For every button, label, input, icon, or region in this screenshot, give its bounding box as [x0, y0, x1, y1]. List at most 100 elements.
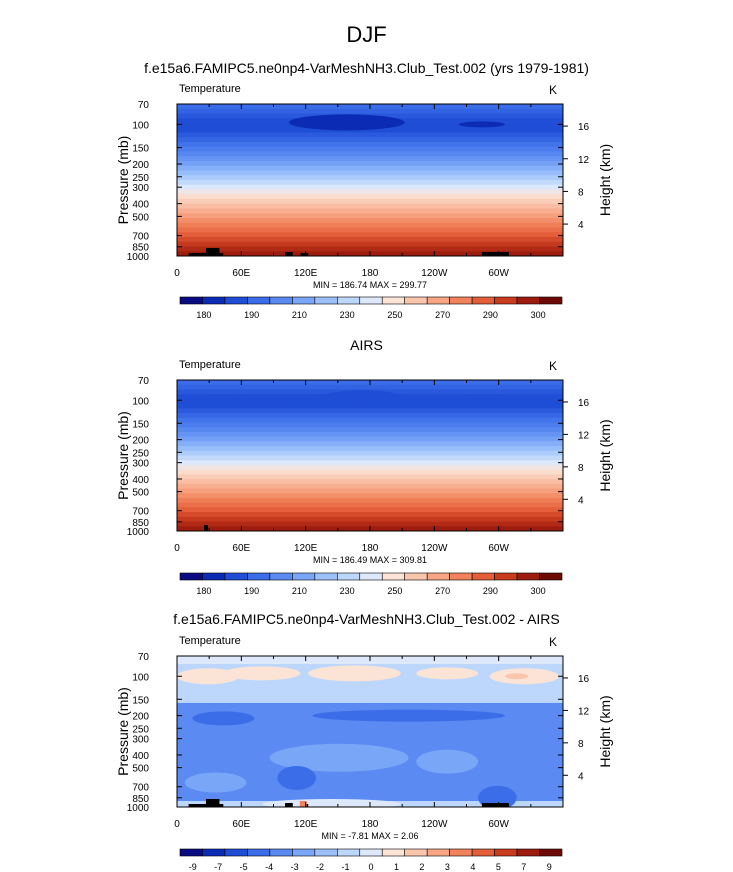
- topography: [481, 803, 509, 807]
- y-tick-label: 250: [132, 724, 149, 735]
- colorbar-swatch: [516, 572, 540, 581]
- topography: [205, 248, 220, 256]
- colorbar-swatch: [314, 848, 338, 857]
- colorbar-label: -7: [214, 862, 222, 872]
- cold-core: [288, 114, 405, 131]
- height-tick-label: 16: [578, 674, 590, 685]
- x-tick-label: 120E: [294, 819, 318, 830]
- contour-band: [177, 521, 563, 528]
- cold-core: [458, 121, 506, 128]
- colorbar-swatch: [449, 572, 473, 581]
- x-tick-label: 120E: [294, 543, 318, 554]
- colorbar-swatch: [381, 572, 406, 581]
- colorbar-label: 7: [521, 862, 526, 872]
- colorbar-swatch: [494, 572, 518, 581]
- contour-band: [177, 483, 563, 490]
- contour-band: [177, 403, 563, 410]
- min-max-stats: MIN = -7.81 MAX = 2.06: [321, 831, 418, 841]
- x-tick-label: 180: [362, 268, 379, 279]
- contour-band: [177, 493, 563, 499]
- colorbar-swatch: [224, 296, 248, 305]
- colorbar-swatch: [471, 296, 495, 305]
- contour-band: [177, 175, 563, 181]
- warm-anomaly: [308, 665, 401, 682]
- contour-band: [177, 427, 563, 433]
- contour-band: [177, 246, 563, 253]
- colorbar-label: -9: [189, 862, 197, 872]
- colorbar-swatch: [516, 848, 540, 857]
- colorbar-swatch: [426, 848, 450, 857]
- colorbar-label: 210: [292, 586, 307, 596]
- contour-band: [177, 156, 563, 162]
- units-label: K: [549, 635, 557, 649]
- colorbar-label: 250: [387, 310, 402, 320]
- height-tick-label: 8: [578, 739, 584, 750]
- x-tick-label: 60E: [232, 819, 250, 830]
- colorbar-label: 290: [483, 586, 498, 596]
- height-tick-label: 12: [578, 430, 590, 441]
- panel-2-title: AIRS: [350, 337, 383, 353]
- colorbar-swatch: [247, 572, 271, 581]
- min-max-stats: MIN = 186.74 MAX = 299.77: [313, 280, 427, 290]
- topography: [285, 252, 293, 256]
- colorbar-swatch: [539, 848, 563, 857]
- height-tick-label: 8: [578, 187, 584, 198]
- y-axis-label: Pressure (mb): [115, 687, 131, 776]
- colorbar-swatch: [179, 572, 203, 581]
- main-title: DJF: [346, 22, 387, 47]
- x-tick-label: 60W: [488, 543, 509, 554]
- panel-2: Temperature K7010015020025030040050070085…: [115, 359, 613, 596]
- colorbar-label: 5: [496, 862, 501, 872]
- colorbar-swatch: [516, 296, 540, 305]
- y-tick-label: 400: [132, 751, 149, 762]
- y-tick-label: 70: [138, 652, 150, 663]
- contour-band: [177, 108, 563, 115]
- contour-band: [177, 127, 563, 134]
- y-tick-label: 150: [132, 419, 149, 430]
- height-axis: 4 8 12 16: [563, 398, 590, 506]
- height-tick-label: 4: [578, 771, 584, 782]
- colorbar-swatch: [179, 296, 203, 305]
- contour-band: [177, 241, 563, 248]
- y-tick-label: 300: [132, 735, 149, 746]
- contour-band: [177, 199, 563, 205]
- contour-band: [177, 502, 563, 509]
- x-tick-label: 180: [362, 819, 379, 830]
- contour-band: [177, 516, 563, 523]
- min-max-stats: MIN = 186.49 MAX = 309.81: [313, 555, 427, 565]
- contour-band: [177, 170, 563, 177]
- colorbar: -9 -7 -5 -4 -3 -2 -1 0 1 2 3 4 5 7 9: [179, 848, 563, 872]
- cold-core: [458, 397, 506, 404]
- warm-anomaly: [223, 666, 301, 681]
- panel-3: Temperature K7010015020025030040050070085…: [115, 635, 613, 872]
- height-tick-label: 12: [578, 706, 590, 717]
- x-tick-label: 0: [174, 543, 180, 554]
- colorbar-label: 270: [435, 586, 450, 596]
- contour-band: [177, 422, 563, 429]
- field-label: Temperature: [179, 635, 241, 647]
- contour-band: [177, 431, 563, 438]
- cold-anomaly: [192, 711, 255, 726]
- contour-band: [177, 417, 563, 424]
- colorbar-label: 4: [470, 862, 475, 872]
- y-tick-label: 400: [132, 200, 149, 211]
- x-tick-label: 60W: [488, 268, 509, 279]
- colorbar-swatch: [292, 848, 316, 857]
- colorbar-swatch: [202, 848, 226, 857]
- longitude-axis: 0 60E 120E 180 120W 60W: [174, 656, 532, 830]
- contour-band: [177, 203, 563, 210]
- y-tick-label: 1000: [127, 252, 150, 263]
- contour-band: [177, 208, 563, 215]
- x-tick-label: 120W: [421, 819, 448, 830]
- y-tick-label: 850: [132, 794, 149, 805]
- colorbar-swatch: [494, 296, 518, 305]
- x-tick-label: 180: [362, 543, 379, 554]
- colorbar-swatch: [471, 848, 495, 857]
- field-label: Temperature: [179, 83, 241, 95]
- contour-band: [177, 464, 563, 471]
- contour-band: [177, 222, 563, 229]
- topography: [481, 252, 509, 256]
- colorbar-swatch: [404, 848, 428, 857]
